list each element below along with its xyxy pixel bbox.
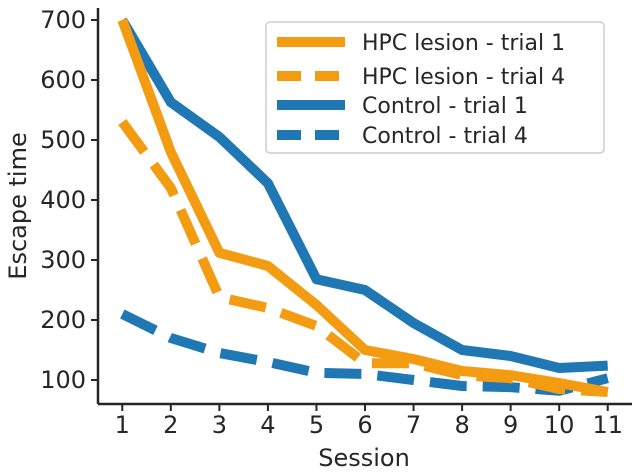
x-tick-label: 5 xyxy=(309,411,324,439)
x-tick-label: 2 xyxy=(163,411,178,439)
legend: HPC lesion - trial 1 HPC lesion - trial 4… xyxy=(265,21,605,154)
y-tick-label: 500 xyxy=(40,126,86,154)
legend-frame xyxy=(265,21,605,154)
legend-label-3: Control - trial 4 xyxy=(362,124,528,149)
x-tick-label: 10 xyxy=(544,411,575,439)
x-tick-label: 3 xyxy=(212,411,227,439)
y-tick-label: 700 xyxy=(40,6,86,34)
x-axis-label: Session xyxy=(318,444,410,472)
y-axis-label: Escape time xyxy=(4,132,32,279)
x-tick-label: 6 xyxy=(357,411,372,439)
y-tick-label: 100 xyxy=(40,366,86,394)
series-line-2 xyxy=(117,17,608,373)
y-tick-label: 300 xyxy=(40,246,86,274)
x-tick-label: 7 xyxy=(406,411,421,439)
x-tick-label: 9 xyxy=(503,411,518,439)
y-tick-label: 400 xyxy=(40,186,86,214)
x-tick-label: 11 xyxy=(592,411,623,439)
y-tick-label: 600 xyxy=(40,66,86,94)
legend-entries: HPC lesion - trial 1 HPC lesion - trial 4… xyxy=(277,31,565,149)
series-line-1 xyxy=(118,119,609,397)
y-tick-label: 200 xyxy=(40,306,86,334)
legend-label-1: HPC lesion - trial 4 xyxy=(362,65,565,90)
series-layer xyxy=(117,17,609,397)
ticks-layer: 100 200 300 400 500 600 700 1 2 3 4 5 6 7 8 9 10 11 xyxy=(40,6,623,439)
x-tick-label: 4 xyxy=(260,411,275,439)
series-line-0 xyxy=(117,18,609,397)
x-tick-label: 8 xyxy=(454,411,469,439)
x-tick-label: 1 xyxy=(115,411,130,439)
legend-label-0: HPC lesion - trial 1 xyxy=(362,31,565,56)
series-line-3 xyxy=(120,309,609,396)
legend-label-2: Control - trial 1 xyxy=(362,94,528,119)
